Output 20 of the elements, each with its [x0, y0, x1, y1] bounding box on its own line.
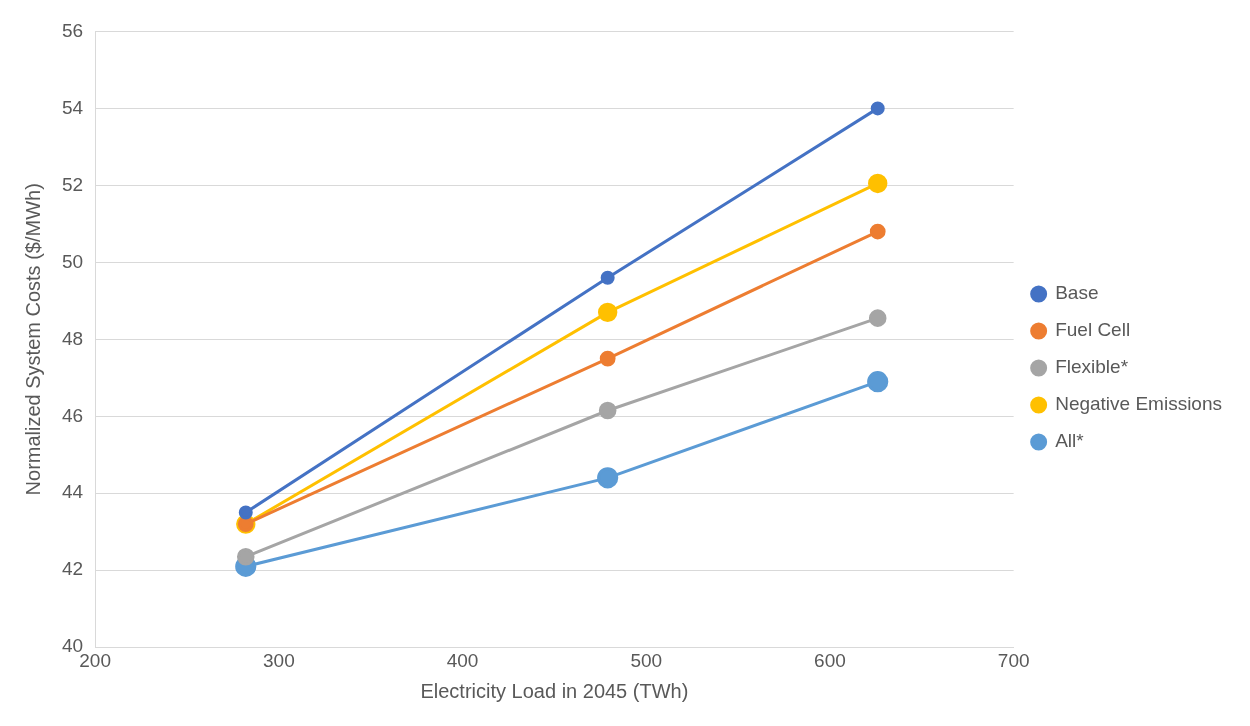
x-tick-label: 700	[997, 649, 1030, 671]
x-tick-label: 500	[630, 649, 663, 671]
legend-label: All*	[1055, 430, 1085, 452]
y-tick-label: 54	[61, 96, 84, 118]
y-tick-label: 56	[61, 19, 84, 41]
x-tick-label: 300	[262, 649, 295, 671]
legend-label: Base	[1055, 282, 1099, 304]
legend-label: Flexible*	[1055, 356, 1129, 378]
y-tick-label: 52	[61, 173, 84, 195]
legend-label: Fuel Cell	[1055, 319, 1131, 341]
x-axis-title: Electricity Load in 2045 (TWh)	[420, 679, 689, 702]
y-tick-label: 48	[61, 327, 84, 349]
y-tick-label: 42	[61, 558, 84, 580]
legend-label: Negative Emissions	[1055, 393, 1222, 415]
y-tick-label: 44	[61, 481, 84, 503]
y-tick-label: 50	[61, 250, 84, 272]
x-tick-label: 400	[446, 649, 479, 671]
x-tick-label: 600	[814, 649, 846, 671]
y-axis-title: Normalized System Costs ($/MWh)	[21, 183, 44, 496]
y-tick-label: 46	[61, 404, 84, 426]
